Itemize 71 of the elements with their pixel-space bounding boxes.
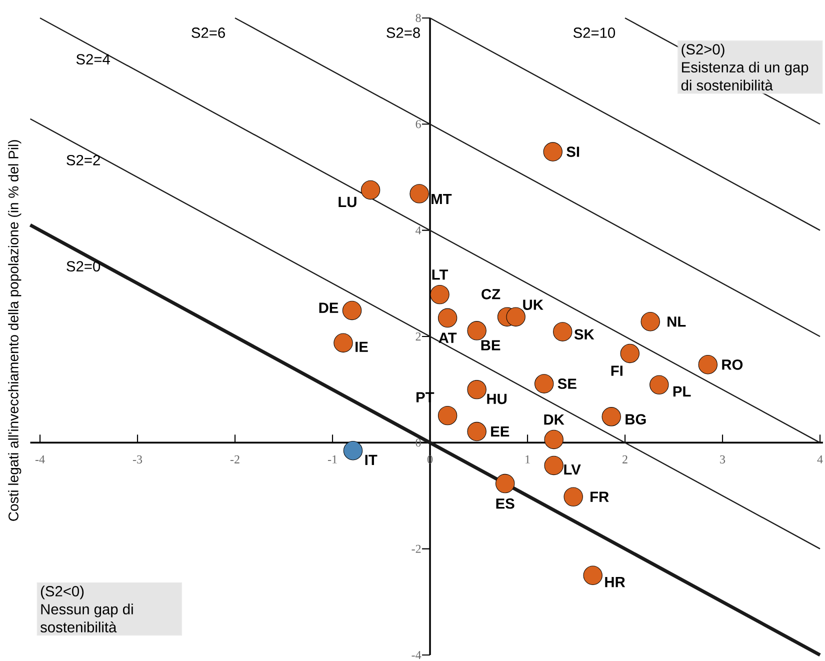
annotation: FR [590,492,609,502]
point [410,184,429,204]
annotation: DK [544,414,564,425]
annotation: NL [668,316,686,327]
annotation: ES [496,498,514,509]
annotation: IE [356,342,368,352]
y-tick-label: 2 [416,332,421,340]
point [342,300,362,320]
x-tick-label: 4 [817,455,823,464]
annotation: LV [564,464,581,475]
annotation: CZ [482,288,500,300]
point [583,566,602,585]
point [544,456,564,476]
x-tick-label: 2 [622,455,628,464]
point [640,312,660,332]
series-label: S2=10 [573,28,616,38]
annotation: SE [558,378,576,389]
y-tick-label: -4 [412,651,422,659]
annotation: EE [491,426,510,437]
point [543,142,562,162]
point [553,322,572,342]
annotation: PL [673,386,691,396]
point [534,374,554,394]
point [650,375,669,394]
series-label: S2=6 [192,28,225,38]
x-tick-label: -3 [132,455,142,464]
y-axis-title: Costi legati all'invecchiamento della popolazione (in % del Pil) [8,140,22,521]
point [564,487,583,506]
point [544,430,564,450]
annotation: UK [523,300,544,310]
point [698,355,718,374]
annotation: FI [611,366,622,376]
point [438,406,458,426]
annotation: LU [338,196,356,208]
point [467,321,486,340]
x-tick-label: 1 [526,455,530,464]
annotation: HR [605,576,626,588]
point [438,308,458,328]
annotation: HU [487,394,506,404]
series-label: S2=8 [386,28,420,38]
point [360,180,380,200]
x-tick-label: -4 [35,455,45,464]
point [430,284,450,304]
series-label: S2=4 [76,54,110,64]
annotation: RO [722,359,743,370]
y-tick-label: 0 [416,438,421,447]
y-tick-label: 4 [416,226,422,234]
y-tick-label: 6 [416,120,421,128]
x-tick-label: 3 [720,455,726,464]
annotation: BG [626,414,646,424]
annotation: SK [574,329,594,340]
annotation: MT [432,194,452,204]
y-tick-label: -2 [412,544,421,553]
series-label: S2=2 [66,154,100,166]
point [467,422,486,442]
annotation: DE [319,302,338,313]
x-tick-label: -2 [230,455,240,464]
point [343,441,363,460]
point [602,407,621,426]
annotation: BE [481,340,500,350]
point [495,474,515,494]
annotation: LT [432,270,448,280]
x-tick-label: -1 [328,455,337,464]
point [620,344,640,364]
annotation: AT [438,332,457,343]
point [334,333,353,352]
annotation: SI [566,146,580,157]
point [467,380,486,400]
annotation: IT [365,454,378,465]
series-label: S2=0 [66,261,100,272]
y-tick-label: 8 [416,14,421,22]
